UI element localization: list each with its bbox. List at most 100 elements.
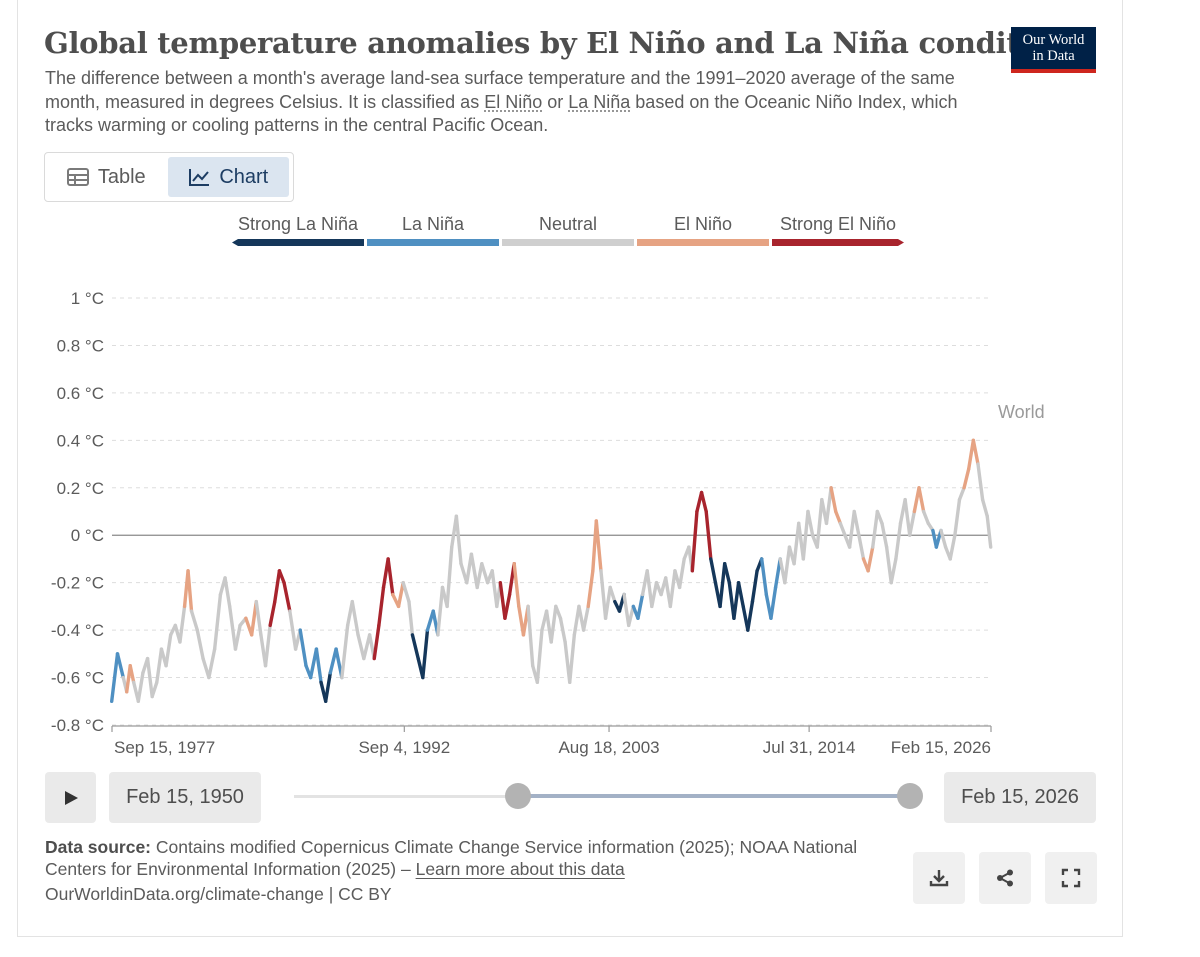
la-nina-link[interactable]: La Niña [568,91,631,112]
y-tick-label: 0.2 °C [57,479,104,498]
line-segment [939,528,948,549]
share-button[interactable] [979,852,1031,904]
line-segment [857,533,866,561]
tab-chart[interactable]: Chart [167,157,289,197]
legend-swatch [232,239,364,246]
line-segment [288,609,298,651]
line-segment [608,585,617,604]
line-segment [921,509,930,526]
line-segment [150,680,159,699]
end-date-button[interactable]: Feb 15, 2026 [944,772,1096,823]
line-segment [233,623,242,651]
subtitle-rest: based on the Oceanic Niño Index, which t… [45,91,958,136]
timeline-start-handle[interactable] [505,783,531,809]
line-segment [407,599,415,637]
series-label: World [998,402,1045,422]
fullscreen-button[interactable] [1045,852,1097,904]
subtitle-text: The difference between a month's average… [45,68,955,112]
el-nino-link[interactable]: El Niño [484,91,543,112]
line-chart-icon [189,169,210,186]
fullscreen-icon [1061,868,1081,888]
learn-more-link[interactable]: Learn more about this data [415,859,625,879]
legend-la-nina[interactable]: La Niña [367,211,499,246]
line-segment [263,623,272,668]
legend-el-nino[interactable]: El Niño [637,211,769,246]
line-segment [195,628,205,661]
line-segment [223,576,232,609]
line-segment [475,561,484,590]
line-segment [948,533,957,561]
legend-strong-la-nina[interactable]: Strong La Niña [232,211,364,246]
line-segment [599,569,608,620]
tab-table-label: Table [97,165,146,188]
line-segment [189,609,199,632]
line-segment [677,557,686,590]
line-segment [396,580,405,609]
line-segment [273,569,282,604]
line-segment [328,647,338,675]
line-segment [783,545,792,585]
line-segment [410,633,420,661]
line-segment [871,509,880,549]
line-segment [847,509,856,549]
legend-swatch [637,239,769,246]
line-segment [282,580,292,613]
line-segment [421,628,430,680]
line-segment [718,561,727,609]
line-segment [732,580,741,620]
line-segment [704,509,713,561]
line-segment [985,514,993,549]
line-segment [668,569,677,609]
x-tick-label: Jul 31, 2014 [763,738,856,757]
owid-logo[interactable]: Our World in Data [1011,27,1096,73]
y-tick-label: -0.2 °C [51,574,104,593]
y-tick-label: 1 °C [71,289,104,308]
line-segment [554,604,563,620]
y-tick-label: 0.4 °C [57,431,104,450]
line-segment [838,521,847,537]
play-button[interactable] [45,772,96,823]
line-chart[interactable]: 1 °C 0.8 °C 0.6 °C 0.4 °C 0.2 °C 0 °C -0.2 °C -… [0,0,1200,770]
line-segment [377,585,386,628]
line-segment [549,604,558,644]
line-segment [535,628,544,684]
line-segment [760,557,769,597]
line-segment [908,509,917,537]
data-source: Data source: Contains modified Copernicu… [45,836,885,880]
timeline-selected-range [518,794,910,798]
line-segment [953,497,962,537]
source-text: Contains modified Copernicus Climate Cha… [45,837,858,879]
line-segment [769,585,778,620]
line-segment [880,521,889,549]
line-segment [834,509,843,526]
share-icon [997,869,1013,887]
legend-label: Strong El Niño [779,214,897,234]
line-segment [894,521,903,561]
x-tick-label: Sep 4, 1992 [358,738,450,757]
x-tick-label: Aug 18, 2003 [558,738,659,757]
legend-neutral[interactable]: Neutral [502,211,634,246]
credit-line[interactable]: OurWorldinData.org/climate-change | CC B… [45,884,392,904]
line-segment [512,561,521,609]
legend-strong-el-nino[interactable]: Strong El Niño [772,211,904,246]
line-segment [186,569,194,613]
line-segment [690,509,699,573]
line-segment [875,509,884,526]
x-tick-label: Feb 15, 2026 [891,738,991,757]
download-button[interactable] [913,852,965,904]
download-icon [929,870,949,887]
source-label: Data source: [45,837,152,857]
start-date-button[interactable]: Feb 15, 1950 [109,772,261,823]
tab-chart-label: Chart [219,165,269,188]
line-segment [115,652,125,680]
view-tabs: Table Chart [44,152,294,202]
line-segment [323,671,333,703]
line-segment [636,592,645,620]
line-segment [957,486,966,502]
line-segment [594,519,603,573]
legend-swatch [502,239,634,246]
y-tick-label: 0 °C [71,526,104,545]
timeline-end-handle[interactable] [897,783,923,809]
line-segment [372,623,381,661]
tab-table[interactable]: Table [49,157,164,197]
